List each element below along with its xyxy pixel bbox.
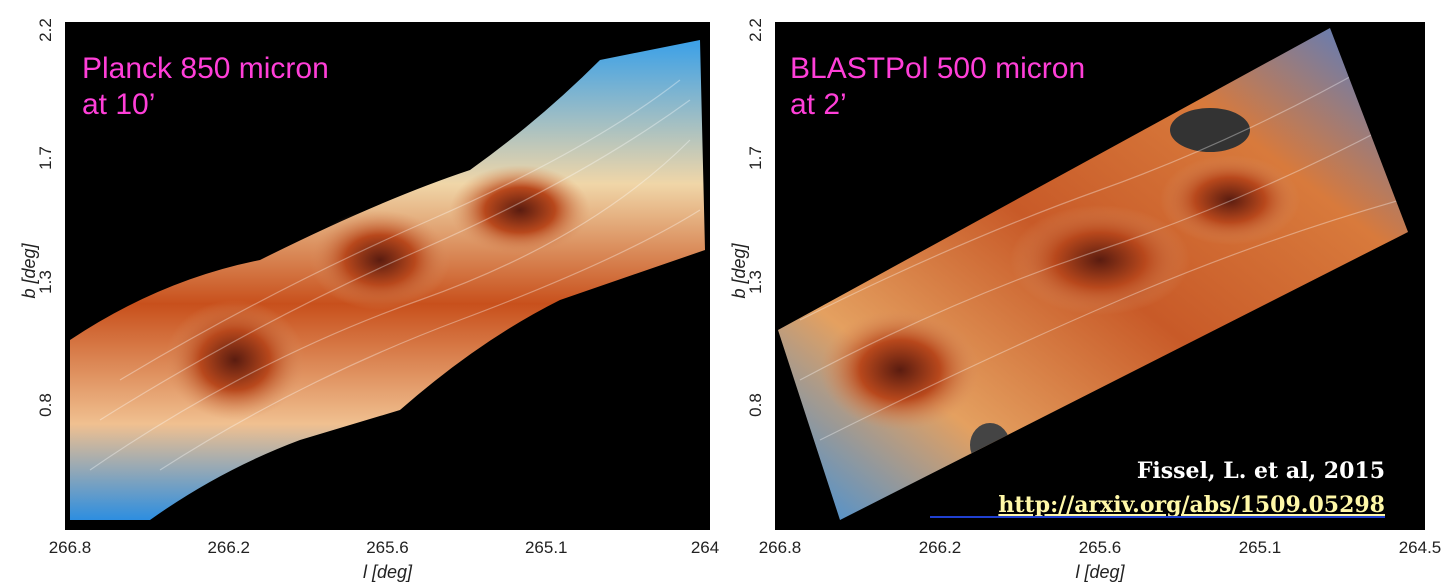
y-tick-label: 1.7 xyxy=(36,146,55,170)
x-tick-label: 264 xyxy=(691,538,719,557)
x-tick-label: 264.5 xyxy=(1399,538,1442,557)
panel-title: Planck 850 micron xyxy=(82,52,329,85)
x-tick-label: 266.8 xyxy=(49,538,92,557)
map-core xyxy=(310,210,450,310)
x-tick-label: 266.2 xyxy=(919,538,962,557)
x-tick-label: 265.6 xyxy=(1079,538,1122,557)
streamlines xyxy=(89,79,701,471)
credit: Fissel, L. et al, 2015 xyxy=(1137,458,1385,484)
x-tick-label: 266.8 xyxy=(759,538,802,557)
x-axis-label: l [deg] xyxy=(363,562,413,582)
y-axis-label: b [deg] xyxy=(19,242,39,298)
y-axis-label: b [deg] xyxy=(729,242,749,298)
panel-title: at 2’ xyxy=(790,88,847,121)
y-tick-label: 0.8 xyxy=(36,393,55,417)
masked-region xyxy=(300,280,710,530)
x-tick-label: 265.1 xyxy=(1239,538,1282,557)
y-tick-label: 2.2 xyxy=(746,18,765,42)
y-tick-label: 1.3 xyxy=(36,270,55,294)
x-tick-label: 265.6 xyxy=(366,538,409,557)
link[interactable]: http://arxiv.org/abs/1509.05298 xyxy=(998,492,1385,518)
map-core xyxy=(165,300,305,420)
map-core xyxy=(450,165,590,255)
y-tick-label: 1.3 xyxy=(746,270,765,294)
panel-title: BLASTPol 500 micron xyxy=(790,52,1085,85)
x-tick-label: 266.2 xyxy=(207,538,250,557)
y-tick-label: 1.7 xyxy=(746,146,765,170)
y-tick-label: 2.2 xyxy=(36,18,55,42)
x-tick-label: 265.1 xyxy=(525,538,568,557)
panel-title: at 10’ xyxy=(82,88,155,121)
y-tick-label: 0.8 xyxy=(746,393,765,417)
x-axis-label: l [deg] xyxy=(1075,562,1125,582)
